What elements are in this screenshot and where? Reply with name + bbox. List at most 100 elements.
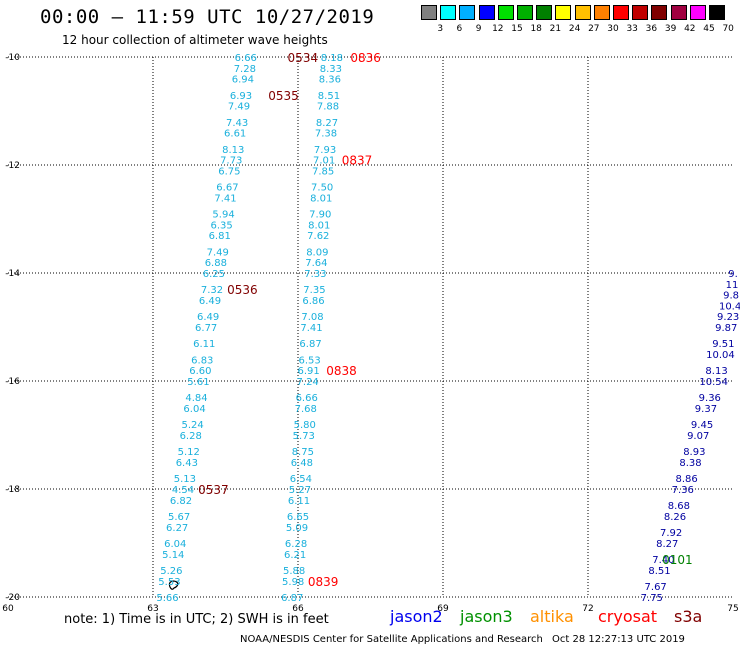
swh-value: 6.61 [224, 129, 246, 140]
swh-value: 7.35 [303, 285, 325, 296]
swh-value: 6.49 [199, 296, 221, 307]
swh-value: 6.25 [203, 269, 225, 280]
swh-value: 6.11 [193, 339, 215, 350]
swh-value: 6.04 [164, 539, 186, 550]
swh-value: 8.26 [664, 512, 686, 523]
swh-value: 8.13 [222, 145, 244, 156]
swh-value: 6.86 [302, 296, 324, 307]
swh-value: 5.67 [168, 512, 190, 523]
swh-value: 6.66 [296, 393, 318, 404]
swh-value: 7.41 [300, 323, 322, 334]
swh-value: 8.93 [683, 447, 705, 458]
swh-value: 7.73 [220, 156, 242, 167]
y-tick-label: -12 [5, 161, 20, 171]
swh-value: 7.40 [652, 555, 674, 566]
legend-label: 6 [456, 24, 463, 34]
island-shape [168, 580, 179, 590]
satellite-altika: altika [530, 607, 574, 626]
pass-time-label: 0537 [198, 483, 229, 497]
swh-value: 6.54 [290, 474, 312, 485]
swh-value: 5.66 [156, 593, 178, 604]
swh-value: 6.11 [288, 496, 310, 507]
legend-label: 70 [722, 24, 734, 34]
pass-time-label: 0534 [288, 51, 319, 65]
swh-value: 8.27 [316, 118, 338, 129]
swh-value: 7.28 [234, 64, 256, 75]
y-tick-label: -18 [5, 485, 20, 495]
legend-swatch [613, 5, 629, 20]
swh-value: 6.43 [176, 458, 198, 469]
swh-value: 6.21 [284, 550, 306, 561]
y-tick-label: -20 [5, 593, 20, 603]
pass-times: 0534 0535 0536 0537 0836 0837 0838 0839 0101 [198, 51, 693, 589]
swh-value: 7.85 [312, 166, 334, 177]
pass-time-label: 0836 [350, 51, 381, 65]
pass-time-label: 0839 [308, 575, 339, 589]
swh-value: 7.49 [207, 247, 229, 258]
swh-value: 7.41 [214, 193, 236, 204]
swh-value: 4.84 [185, 393, 207, 404]
x-tick-label: 75 [727, 604, 738, 614]
legend-swatch [689, 5, 706, 20]
swh-value: 5.88 [283, 566, 305, 577]
chart-title: 00:00 – 11:59 UTC 10/27/2019 [40, 6, 375, 28]
swh-value: 6.93 [230, 91, 252, 102]
island-outline [168, 580, 179, 590]
swh-value: 6.04 [183, 404, 205, 415]
swh-value: 10.4 [719, 301, 740, 312]
pass-time-label: 0535 [268, 89, 299, 103]
swh-value: 7.32 [201, 285, 223, 296]
legend-label: 39 [664, 24, 677, 34]
legend-swatch [555, 5, 572, 20]
chart-subtitle: 12 hour collection of altimeter wave hei… [62, 33, 328, 47]
legend-label: 42 [684, 24, 696, 34]
swh-value: 8.86 [675, 474, 697, 485]
swh-value: 5.27 [289, 485, 311, 496]
swh-value: 9.07 [687, 431, 709, 442]
swh-value: 8.68 [668, 501, 690, 512]
swh-value: 7.67 [645, 582, 667, 593]
swh-value: 4.54 [172, 485, 194, 496]
swh-value: 9.23 [717, 312, 739, 323]
credit-line: NOAA/NESDIS Center for Satellite Applica… [240, 634, 543, 645]
swh-value: 7.49 [228, 102, 250, 113]
swh-value: 6.28 [285, 539, 307, 550]
y-tick-label: -14 [5, 269, 20, 279]
legend-swatch [421, 5, 437, 20]
swh-value: 9.87 [715, 323, 737, 334]
swh-value: 6.88 [205, 258, 227, 269]
grid-lines [8, 56, 733, 598]
swh-value: 5.98 [282, 577, 304, 588]
x-tick-label: 60 [2, 604, 14, 614]
swh-value: 8.01 [308, 220, 330, 231]
swh-value: 5.61 [187, 377, 209, 388]
footnote: note: 1) Time is in UTC; 2) SWH is in fe… [64, 612, 329, 627]
legend-label: 12 [492, 24, 504, 34]
swh-value: 7.01 [313, 156, 335, 167]
swh-value: 7.50 [311, 183, 333, 194]
swh-value: 6.48 [291, 458, 313, 469]
swh-value: 6.87 [281, 593, 303, 604]
swh-value: 7.33 [304, 269, 326, 280]
generated-timestamp: Oct 28 12:27:13 UTC 2019 [552, 634, 685, 645]
y-tick-label: -16 [5, 377, 20, 387]
satellite-jason2: jason2 [390, 607, 443, 626]
swh-value: 6.94 [232, 75, 254, 86]
legend-swatch [651, 5, 668, 20]
swh-value: 5.73 [293, 431, 315, 442]
legend-swatch [593, 5, 610, 20]
legend-label: 36 [645, 24, 658, 34]
swh-value: 8.33 [320, 64, 342, 75]
swh-value: 8.75 [292, 447, 314, 458]
swh-value: 10.04 [706, 350, 735, 361]
legend-label: 33 [626, 24, 638, 34]
swh-value: 9.37 [695, 404, 717, 415]
swh-value: 5.14 [162, 550, 184, 561]
satellite-s3a: s3a [674, 607, 703, 626]
swh-value: 7.88 [317, 102, 339, 113]
swh-value: 7.90 [309, 210, 331, 221]
x-tick-label: 66 [292, 604, 304, 614]
swh-value: 8.36 [319, 75, 341, 86]
swh-value: 6.91 [298, 366, 320, 377]
